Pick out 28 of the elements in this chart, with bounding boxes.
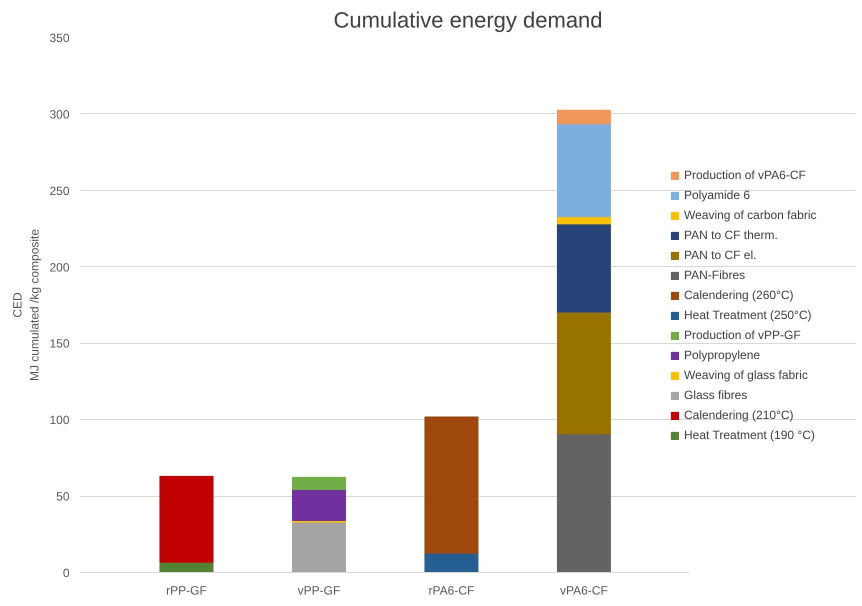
legend-label: Heat Treatment (190 °C) [684,428,815,442]
legend-label: Weaving of glass fabric [684,368,808,382]
legend-label: Polypropylene [684,348,760,362]
legend-label: Glass fibres [684,388,748,402]
legend-label: Calendering (260°C) [684,288,794,302]
legend-label: Polyamide 6 [684,188,750,202]
y-tick-label: 250 [49,184,70,198]
legend-label: PAN to CF el. [684,248,756,262]
x-tick-label: rPP-GF [166,584,207,598]
legend-label: Heat Treatment (250°C) [684,308,812,322]
chart-title: Cumulative energy demand [333,8,603,32]
legend-label: Production of vPP-GF [684,328,801,342]
y-tick-label: 100 [49,413,70,428]
legend-label: PAN to CF therm. [684,228,778,242]
y-tick-label: 150 [49,336,70,351]
legend-label: PAN-Fibres [684,268,746,282]
y-tick-label: 350 [49,31,70,45]
y-tick-label: 300 [49,107,70,122]
legend-label: Weaving of carbon fabric [684,208,817,222]
x-tick-label: rPA6-CF [428,584,474,598]
x-tick-label: vPP-GF [298,584,340,598]
legend-label: Calendering (210°C) [684,408,794,422]
y-tick-label: 50 [56,490,70,504]
y-tick-label: 0 [62,566,70,580]
x-tick-label: vPA6-CF [560,584,608,598]
y-axis-title: CED MJ cumulated /kg composite [10,228,42,382]
legend-label: Production of vPA6-CF [684,168,806,182]
y-tick-label: 200 [49,260,70,274]
